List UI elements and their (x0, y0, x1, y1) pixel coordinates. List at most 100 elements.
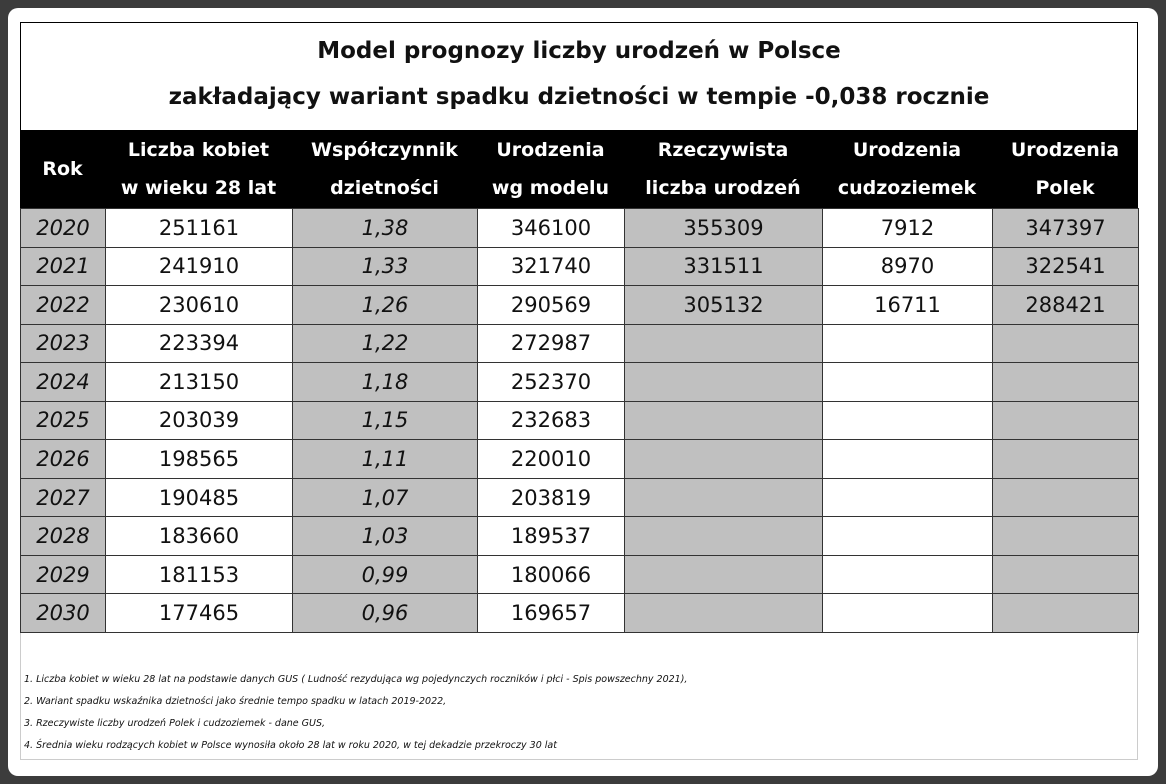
table-cell: 190485 (105, 477, 293, 518)
table-cell: 2022 (20, 285, 106, 325)
table-cell: 347397 (992, 208, 1139, 248)
header-text: cudzoziemek (837, 177, 977, 199)
table-cell: 355309 (624, 208, 823, 248)
header-cell: Urodzenia wg modelu (477, 130, 624, 208)
table-cell: 1,15 (292, 400, 478, 441)
table-cell: 331511 (624, 246, 823, 287)
table-cell: 1,18 (292, 362, 478, 402)
table-cell (624, 323, 823, 364)
table-cell (992, 593, 1139, 633)
table-cell (992, 516, 1139, 556)
table-cell (822, 400, 993, 441)
table-cell: 290569 (477, 285, 625, 325)
header-text: Współczynnik (311, 139, 458, 161)
table-cell (822, 362, 993, 402)
table-cell (822, 439, 993, 479)
table-cell (992, 554, 1139, 595)
header-text: wg modelu (491, 177, 610, 199)
table-cell (624, 516, 823, 556)
table-cell: 1,26 (292, 285, 478, 325)
header-text: dzietności (330, 177, 439, 199)
table-cell: 2023 (20, 323, 106, 364)
header-text: Rzeczywista (657, 139, 789, 161)
title-line: zakładający wariant spadku dzietności w … (168, 84, 990, 110)
note-text: 1. Liczba kobiet w wieku 28 lat na podst… (24, 674, 688, 685)
table-cell: 169657 (477, 593, 625, 633)
note-text: 3. Rzeczywiste liczby urodzeń Polek i cu… (24, 718, 326, 729)
header-cell: Urodzenia cudzoziemek (822, 130, 992, 208)
table-cell: 1,22 (292, 323, 478, 364)
header-text: Urodzenia (852, 139, 962, 161)
table-cell: 8970 (822, 246, 993, 287)
table-cell (624, 400, 823, 441)
table-cell: 2028 (20, 516, 106, 556)
table-cell: 2020 (20, 208, 106, 248)
table-cell: 0,99 (292, 554, 478, 595)
note-text: 2. Wariant spadku wskaźnika dzietności j… (24, 696, 447, 707)
table-cell: 2029 (20, 554, 106, 595)
header-text: w wieku 28 lat (120, 177, 277, 199)
table-cell: 16711 (822, 285, 993, 325)
header-text: Rok (42, 158, 83, 180)
table-cell: 177465 (105, 593, 293, 633)
table-cell: 322541 (992, 246, 1139, 287)
table-cell (624, 477, 823, 518)
header-cell: Rzeczywista liczba urodzeń (624, 130, 822, 208)
table-cell: 2026 (20, 439, 106, 479)
table-cell: 2021 (20, 246, 106, 287)
header-cell: Rok (20, 130, 105, 208)
table-cell: 241910 (105, 246, 293, 287)
table-cell (992, 362, 1139, 402)
title-line: Model prognozy liczby urodzeń w Polsce (317, 38, 841, 64)
table-cell (992, 400, 1139, 441)
table-cell: 7912 (822, 208, 993, 248)
table-cell: 203039 (105, 400, 293, 441)
table-cell: 2030 (20, 593, 106, 633)
table-cell: 198565 (105, 439, 293, 479)
table-cell: 252370 (477, 362, 625, 402)
header-cell: Liczba kobiet w wieku 28 lat (105, 130, 292, 208)
table-cell: 2025 (20, 400, 106, 441)
table-cell (992, 439, 1139, 479)
table-cell: 1,33 (292, 246, 478, 287)
header-cell: Współczynnik dzietności (292, 130, 477, 208)
table-cell (624, 554, 823, 595)
table-cell: 346100 (477, 208, 625, 248)
header-text: liczba urodzeń (645, 177, 801, 199)
table-cell (822, 593, 993, 633)
table-cell (992, 477, 1139, 518)
table-cell (992, 323, 1139, 364)
table-cell: 1,11 (292, 439, 478, 479)
table-cell: 2027 (20, 477, 106, 518)
table-cell (822, 554, 993, 595)
table-cell: 1,03 (292, 516, 478, 556)
table-cell: 181153 (105, 554, 293, 595)
header-text: Urodzenia (1010, 139, 1120, 161)
table-cell (822, 477, 993, 518)
table-cell (624, 439, 823, 479)
table-cell: 305132 (624, 285, 823, 325)
header-text: Urodzenia (496, 139, 605, 161)
table-cell (624, 593, 823, 633)
table-cell: 2024 (20, 362, 106, 402)
table-cell: 203819 (477, 477, 625, 518)
table-cell (822, 516, 993, 556)
note-text: 4. Średnia wieku rodzących kobiet w Pols… (24, 740, 557, 751)
header-text: Liczba kobiet (127, 139, 270, 161)
table-cell (624, 362, 823, 402)
table-cell: 223394 (105, 323, 293, 364)
table-cell: 272987 (477, 323, 625, 364)
table-cell: 183660 (105, 516, 293, 556)
header-text: Polek (1035, 177, 1095, 199)
header-cell: Urodzenia Polek (992, 130, 1138, 208)
table-cell: 1,38 (292, 208, 478, 248)
table-cell (822, 323, 993, 364)
table-cell: 220010 (477, 439, 625, 479)
table-cell: 0,96 (292, 593, 478, 633)
table-cell: 189537 (477, 516, 625, 556)
table-cell: 180066 (477, 554, 625, 595)
table-cell: 230610 (105, 285, 293, 325)
table-cell: 251161 (105, 208, 293, 248)
table-cell: 321740 (477, 246, 625, 287)
